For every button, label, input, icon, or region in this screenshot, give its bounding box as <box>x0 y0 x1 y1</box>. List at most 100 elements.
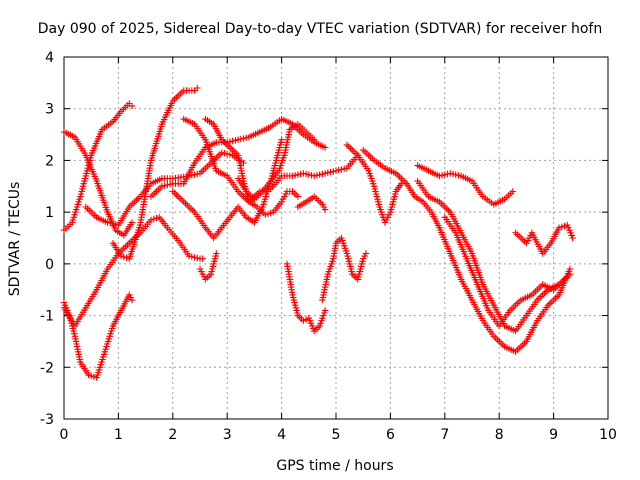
series-track-r <box>414 177 574 335</box>
x-tick-label: 4 <box>277 427 286 443</box>
data-point <box>324 169 331 176</box>
x-tick-label: 10 <box>599 427 617 443</box>
data-point <box>221 150 228 157</box>
y-tick-label: 0 <box>45 257 54 273</box>
data-point <box>330 168 337 175</box>
x-tick-label: 8 <box>495 427 504 443</box>
data-point <box>153 215 160 222</box>
data-point <box>444 170 451 178</box>
x-tick-label: 5 <box>332 427 341 443</box>
data-point <box>313 172 321 179</box>
series-track-m <box>283 260 329 335</box>
data-point <box>449 170 457 178</box>
data-point <box>243 134 250 141</box>
data-point <box>237 135 244 143</box>
series-track-t <box>441 214 568 330</box>
data-point <box>438 172 446 179</box>
data-point <box>194 84 201 92</box>
x-tick-label: 1 <box>114 427 123 443</box>
series-track-n <box>294 193 329 213</box>
x-tick-label: 6 <box>386 427 395 443</box>
data-point <box>262 211 269 218</box>
data-point <box>90 373 98 380</box>
data-point <box>128 219 136 226</box>
data-point <box>558 223 565 230</box>
data-point <box>509 188 516 195</box>
data-point <box>297 170 304 178</box>
data-point <box>194 254 201 262</box>
x-tick-label: 0 <box>60 427 69 443</box>
data-point <box>234 136 242 143</box>
x-tick-label: 2 <box>168 427 177 443</box>
series-track-d <box>60 214 206 330</box>
data-point <box>107 219 114 227</box>
data-point <box>321 307 329 314</box>
data-point <box>188 253 195 260</box>
data-point <box>150 215 157 223</box>
y-tick-label: 3 <box>45 102 54 118</box>
data-point <box>128 296 136 304</box>
data-point <box>267 209 274 217</box>
data-point <box>120 253 127 261</box>
series-track-q <box>360 146 574 355</box>
y-tick-label: 4 <box>45 50 54 66</box>
data-point <box>319 170 326 178</box>
y-tick-label: 2 <box>45 153 54 169</box>
data-point <box>88 372 95 380</box>
data-point <box>226 138 234 145</box>
data-point <box>85 371 92 379</box>
data-point <box>213 250 220 257</box>
data-point <box>561 276 568 283</box>
data-point <box>164 181 171 189</box>
data-point <box>123 254 130 261</box>
y-axis-ticks: -3 -2 -1 0 1 2 3 4 <box>40 50 608 428</box>
series-track-j <box>169 136 285 242</box>
data-point <box>264 210 272 218</box>
data-point <box>218 149 225 156</box>
data-point <box>569 234 576 242</box>
data-point <box>305 171 312 178</box>
y-tick-label: 1 <box>45 205 54 221</box>
data-point <box>311 172 318 180</box>
data-point <box>226 151 234 158</box>
data-point <box>199 255 206 262</box>
x-tick-label: 7 <box>440 427 449 443</box>
data-point <box>240 135 247 142</box>
series-track-p <box>343 141 405 226</box>
series-track-i <box>202 115 302 218</box>
data-point <box>302 170 310 178</box>
data-point <box>191 254 198 261</box>
data-point <box>561 222 568 230</box>
data-point <box>185 252 193 260</box>
data-point <box>311 136 318 143</box>
y-tick-label: -2 <box>40 360 54 376</box>
data-point <box>447 170 454 177</box>
y-tick-label: -1 <box>40 309 54 325</box>
x-axis-ticks: 0 1 2 3 4 5 6 7 8 9 10 <box>60 57 617 443</box>
series-track-s <box>414 162 516 208</box>
data-point <box>321 206 329 213</box>
data-point <box>441 171 448 178</box>
x-axis-label: GPS time / hours <box>276 458 393 474</box>
data-point <box>191 171 198 178</box>
data-point <box>104 219 111 226</box>
data-point <box>112 221 119 228</box>
x-tick-label: 9 <box>549 427 558 443</box>
data-point <box>316 171 323 178</box>
data-point <box>300 170 307 177</box>
data-point <box>321 144 329 151</box>
data-point <box>194 170 201 178</box>
data-point <box>161 182 168 189</box>
data-point <box>294 171 302 178</box>
data-series <box>60 84 576 381</box>
series-track-u <box>512 221 576 257</box>
series-track-f <box>109 84 201 262</box>
data-point <box>566 271 574 278</box>
data-point <box>300 317 307 324</box>
series-track-g <box>147 115 329 200</box>
chart-title: Day 090 of 2025, Sidereal Day-to-day VTE… <box>38 21 602 37</box>
data-point <box>452 171 459 178</box>
data-point <box>455 172 462 179</box>
series-track-l <box>234 121 318 203</box>
